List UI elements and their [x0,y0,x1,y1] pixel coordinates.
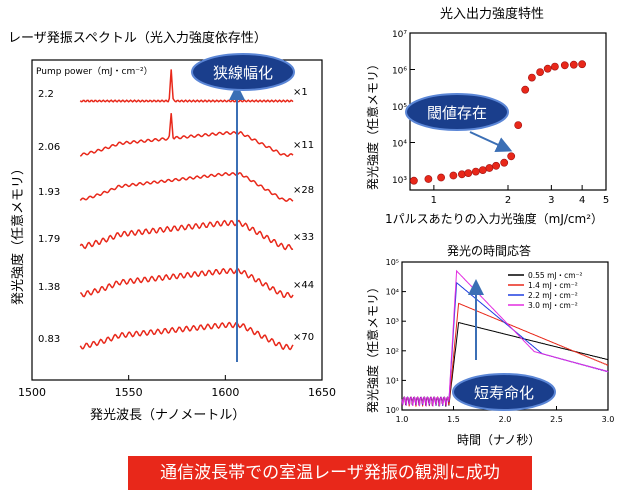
banner-text: 通信波長帯での室温レーザ発振の観測に成功 [160,463,500,483]
left-multiplier-label: ×33 [293,232,314,243]
br-legend-label: 2.2 mJ・cm⁻² [528,291,578,300]
br-x-tick-label: 1.5 [447,415,460,424]
br-x-axis-label: 時間（ナノ秒） [457,433,540,447]
br-callout-ellipse [452,373,556,411]
left-multiplier-label: ×44 [293,280,314,291]
left-pump-label: 2.06 [38,142,60,153]
tr-data-point [449,171,458,180]
br-legend-label: 3.0 mJ・cm⁻² [528,301,578,310]
br-series [401,269,609,407]
tr-y-tick-label: 10⁷ [392,30,407,40]
br-y-ticks: 10⁰ 10¹ 10² 10³ 10⁴ 10⁵ [386,258,406,415]
tr-x-tick-label: 2 [505,195,511,206]
tr-y-tick-label: 10³ [392,176,407,186]
br-legend-label: 0.55 mJ・cm⁻² [528,271,583,280]
result-banner: 通信波長帯での室温レーザ発振の観測に成功 [128,456,532,490]
left-pump-label: 1.38 [38,282,60,293]
br-x-tick-label: 2.0 [499,415,512,424]
left-x-tick-label: 1650 [308,386,336,399]
tr-callout-ellipse [405,93,509,131]
tr-callout-text: 閾値存在 [427,104,487,122]
tr-title: 光入出力強度特性 [440,6,544,22]
br-legend-label: 1.4 mJ・cm⁻² [528,281,578,290]
tr-y-tick-label: 10⁶ [392,67,407,77]
tr-data-point [543,64,552,73]
tr-data-point [569,60,578,69]
tr-data-point [507,152,516,161]
left-spectrum-line [79,267,294,299]
left-pump-label: 1.93 [38,187,60,198]
tr-data-point [478,166,487,174]
left-title: レーザ発振スペクトル（光入力強度依存性） [8,30,267,46]
tr-x-tick-label: 5 [603,195,609,206]
left-x-ticks: 1500 1550 1600 1650 [18,375,336,399]
br-callout-text: 短寿命化 [474,384,534,402]
left-plot-frame [31,59,323,381]
left-spectrum-line [79,113,294,157]
tr-y-tick-label: 10⁴ [392,140,407,150]
left-y-axis-label: 発光強度（任意メモリ） [10,162,26,305]
left-x-tick-label: 1500 [18,386,46,399]
left-x-axis-label: 発光波長（ナノメートル） [90,408,245,423]
tr-data-point [424,175,433,183]
left-spectrum-line [79,171,294,203]
br-y-axis-label: 発光強度（任意メモリ） [365,281,380,413]
tr-data-point [528,73,536,82]
left-multiplier-label: ×28 [293,185,314,196]
br-y-tick-label: 10² [386,347,399,356]
left-multiplier-label: ×70 [293,332,314,343]
br-series-line [401,269,609,407]
tr-y-tick-label: 10⁵ [392,103,407,113]
left-callout-ellipse [191,53,295,91]
br-x-tick-label: 3.0 [602,415,615,424]
left-x-tick-label: 1550 [115,386,143,399]
tr-data-point [536,68,544,76]
tr-data-point [457,170,466,179]
tr-data-point [560,61,569,70]
br-y-tick-label: 10⁰ [386,406,399,415]
tr-x-axis-label: 1パルスあたりの入力光強度（mJ/cm²） [385,211,603,226]
tr-data-point [437,173,445,182]
left-multiplier-label: ×11 [293,140,314,151]
br-y-tick-label: 10¹ [386,376,399,385]
left-spectrum-line [79,321,294,351]
left-callout-text: 狭線幅化 [213,64,273,82]
tr-data-point [492,161,500,170]
br-title: 発光の時間応答 [447,243,531,258]
tr-x-ticks: 1 2 3 4 5 [431,185,609,206]
br-y-tick-label: 10⁵ [386,258,399,267]
left-multiplier-label: ×1 [293,87,308,98]
br-x-tick-label: 2.5 [550,415,563,424]
left-spectrum-line [79,69,294,103]
tr-arrow [469,131,513,152]
tr-data-point [514,121,523,129]
tr-data-point [471,167,480,176]
br-x-tick-label: 1.0 [396,415,409,424]
left-legend-title: Pump power（mJ・cm⁻²） [36,66,153,77]
tr-x-tick-label: 4 [579,195,585,206]
left-pump-label: 1.79 [38,234,60,245]
tr-y-axis-label: 発光強度（任意メモリ） [365,58,380,190]
left-spectrum-line [79,219,294,251]
left-pump-label: 2.2 [38,89,54,100]
tr-data-point [500,158,509,167]
br-y-tick-label: 10³ [386,317,399,326]
tr-points [409,60,586,185]
br-y-tick-label: 10⁴ [386,288,399,297]
tr-data-point [521,85,530,94]
left-x-tick-label: 1600 [211,386,239,399]
tr-data-point [409,176,418,185]
tr-data-point [551,62,559,71]
tr-data-point [485,164,494,172]
left-pump-label: 0.83 [38,334,60,345]
tr-x-tick-label: 3 [548,195,554,206]
tr-x-tick-label: 1 [431,195,437,206]
left-spectra: 2.2 ×1 2.06 ×11 1.93 ×28 1.79 ×33 1.38 ×44 0.83 ×70 [38,69,314,351]
tr-data-point [464,169,473,177]
br-legend: 0.55 mJ・cm⁻²1.4 mJ・cm⁻²2.2 mJ・cm⁻²3.0 mJ… [508,271,583,310]
tr-data-point [578,60,586,69]
